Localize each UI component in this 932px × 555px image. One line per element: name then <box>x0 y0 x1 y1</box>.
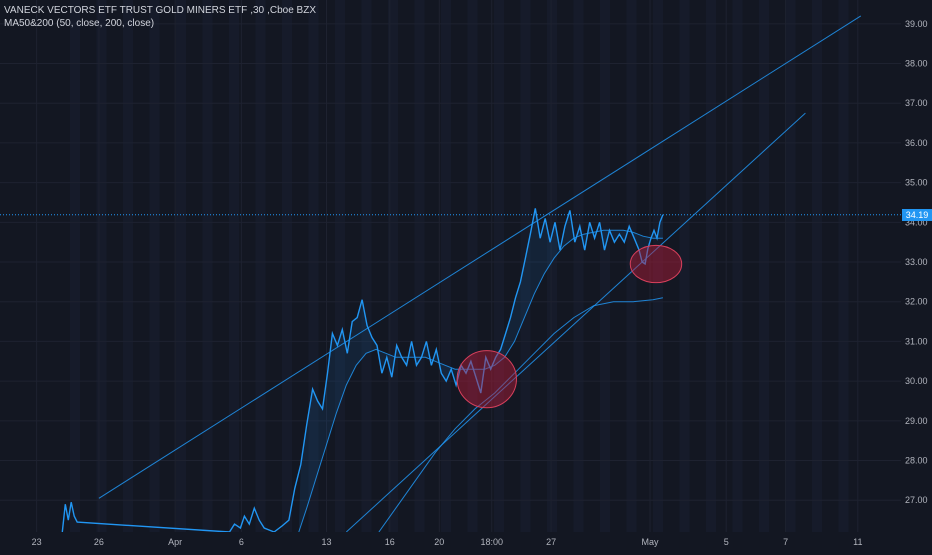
price-axis[interactable]: 27.00 28.00 29.00 30.00 31.00 32.00 33.00 34.00… <box>901 0 932 532</box>
grid <box>0 0 901 532</box>
price-tick-label: 34.00 <box>905 217 928 227</box>
time-tick-label: 5 <box>724 537 729 547</box>
session-band <box>573 0 584 532</box>
time-tick-label: Apr <box>168 537 182 547</box>
price-tick-label: 39.00 <box>905 19 928 29</box>
session-band <box>255 0 266 532</box>
price-axis-bg <box>901 0 932 532</box>
price-tick-label: 32.00 <box>905 297 928 307</box>
session-band <box>706 0 716 532</box>
highlight-circle[interactable] <box>629 244 683 284</box>
time-tick-label: 20 <box>434 537 444 547</box>
indicator-label[interactable]: MA50&200 (50, close, 200, close) <box>4 18 155 29</box>
price-tick-label: 35.00 <box>905 178 928 188</box>
time-tick-label: 27 <box>546 537 556 547</box>
exchange: Cboe BZX <box>269 5 317 16</box>
price-tick-label: 27.00 <box>905 495 928 505</box>
time-tick-label: 6 <box>239 537 244 547</box>
session-band <box>70 0 80 532</box>
time-tick-label: 7 <box>783 537 788 547</box>
session-band <box>653 0 663 532</box>
session-band <box>176 0 186 532</box>
time-tick-label: 26 <box>94 537 104 547</box>
ma50-line[interactable] <box>298 229 663 533</box>
session-band <box>547 0 557 532</box>
session-band <box>812 0 822 532</box>
highlight-circle[interactable] <box>456 350 517 409</box>
session-band <box>149 0 160 532</box>
last-price-tag: 34.19 <box>902 208 932 221</box>
time-tick-label: 18:00 <box>480 537 503 547</box>
price-tick-label: 33.00 <box>905 257 928 267</box>
session-band <box>229 0 239 532</box>
session-band <box>335 0 345 532</box>
session-band <box>308 0 319 532</box>
price-tick-label: 36.00 <box>905 138 928 148</box>
session-band <box>626 0 637 532</box>
session-band <box>467 0 478 532</box>
time-tick-label: 11 <box>853 537 862 547</box>
session-band <box>361 0 372 532</box>
ma200-line[interactable] <box>378 297 663 533</box>
time-axis-bg <box>0 532 932 550</box>
session-band <box>494 0 504 532</box>
session-band <box>785 0 796 532</box>
price-tick-label: 29.00 <box>905 416 928 426</box>
session-band <box>96 0 107 532</box>
price-tick-label: 31.00 <box>905 336 928 346</box>
time-tick-label: 13 <box>321 537 331 547</box>
lower-channel-line-line[interactable] <box>345 112 806 533</box>
time-tick-label: May <box>642 537 660 547</box>
session-band <box>679 0 690 532</box>
time-tick-label: 23 <box>32 537 42 547</box>
session-band <box>600 0 610 532</box>
session-band <box>123 0 133 532</box>
session-band <box>838 0 849 532</box>
price-tick-label: 28.00 <box>905 456 928 466</box>
price-tick-label: 30.00 <box>905 376 928 386</box>
upper-channel-line-line[interactable] <box>98 15 862 499</box>
area-fill <box>298 208 663 532</box>
time-tick-label: 16 <box>385 537 395 547</box>
session-band <box>282 0 292 532</box>
interval: 30 <box>252 5 265 16</box>
price-tick-label: 38.00 <box>905 59 928 69</box>
symbol-name: VANECK VECTORS ETF TRUST GOLD MINERS ETF <box>4 5 248 16</box>
highlight-circles[interactable] <box>456 244 683 409</box>
price-ma-fill <box>298 208 663 532</box>
chart-legend: VANECK VECTORS ETF TRUST GOLD MINERS ETF… <box>4 4 319 30</box>
session-band <box>414 0 425 532</box>
price-line[interactable] <box>61 208 664 533</box>
series-lines[interactable] <box>0 15 901 533</box>
symbol-title[interactable]: VANECK VECTORS ETF TRUST GOLD MINERS ETF… <box>4 5 317 16</box>
session-band <box>388 0 398 532</box>
session-band <box>202 0 213 532</box>
session-band <box>441 0 451 532</box>
session-band <box>520 0 531 532</box>
price-tick-label: 37.00 <box>905 98 928 108</box>
time-axis[interactable]: 23 26 Apr 6 13 16 20 18:00 27 May 5 7 11 <box>0 532 932 550</box>
session-band <box>759 0 769 532</box>
session-band <box>732 0 743 532</box>
